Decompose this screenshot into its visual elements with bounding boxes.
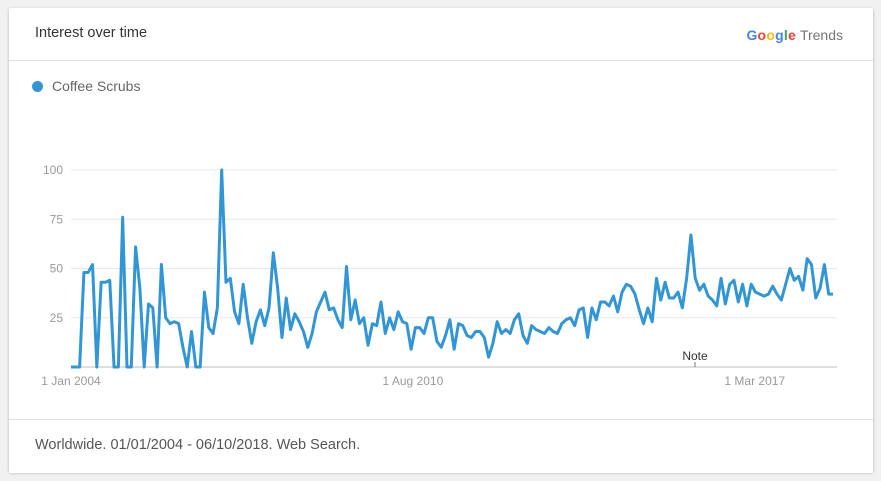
- google-letter: g: [775, 27, 784, 43]
- google-letter: o: [766, 27, 776, 43]
- y-axis-ticks: 25 50 75 100: [43, 163, 63, 325]
- x-tick-label: 1 Aug 2010: [383, 374, 444, 388]
- y-tick-label: 50: [50, 262, 64, 276]
- y-tick-label: 100: [43, 163, 63, 177]
- series-line-coffee-scrubs: [71, 168, 833, 369]
- x-tick-label: 1 Jan 2004: [41, 374, 101, 388]
- google-wordmark: Google: [746, 27, 795, 43]
- trends-wordmark: Trends: [799, 27, 843, 43]
- google-letter: o: [757, 27, 767, 43]
- google-trends-logo: Google Trends: [746, 27, 843, 43]
- line-chart: 25 50 75 100 1 Jan 2004 1 Aug 2010 1 Mar 2017…: [41, 163, 837, 388]
- y-tick-label: 75: [50, 212, 64, 226]
- note-marker: Note: [682, 349, 708, 367]
- card-footer: Worldwide. 01/01/2004 - 06/10/2018. Web …: [9, 419, 873, 473]
- footer-text: Worldwide. 01/01/2004 - 06/10/2018. Web …: [35, 437, 361, 453]
- y-tick-label: 25: [50, 311, 64, 325]
- chart-legend: Coffee Scrubs: [32, 78, 140, 94]
- legend-label: Coffee Scrubs: [52, 78, 141, 94]
- x-tick-label: 1 Mar 2017: [724, 374, 785, 388]
- google-letter: l: [783, 27, 788, 43]
- google-letter: G: [746, 27, 758, 43]
- legend-dot-icon: [32, 80, 43, 92]
- google-letter: e: [787, 27, 796, 43]
- x-axis-ticks: 1 Jan 2004 1 Aug 2010 1 Mar 2017: [41, 374, 785, 388]
- chart-grid: [71, 169, 837, 368]
- card-title: Interest over time: [35, 25, 148, 41]
- note-label: Note: [682, 349, 708, 363]
- interest-over-time-card: Interest over time Google Trends Coffee S…: [9, 8, 873, 473]
- card-header: Interest over time Google Trends: [9, 8, 873, 61]
